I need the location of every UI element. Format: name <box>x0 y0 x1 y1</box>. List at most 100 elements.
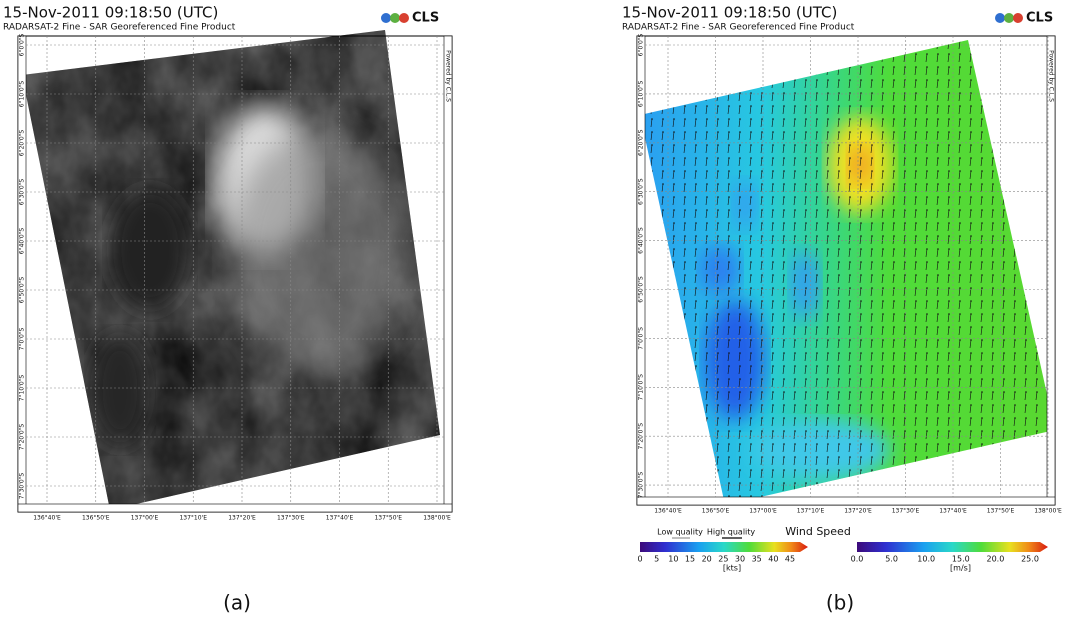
wind-arrow <box>738 339 741 349</box>
wind-arrow <box>925 365 928 375</box>
wind-arrow-head <box>805 365 807 367</box>
wind-arrow-head <box>1036 53 1038 55</box>
wind-arrow-head <box>827 40 829 42</box>
wind-arrow-head <box>1036 79 1038 81</box>
wind-arrow-head <box>992 53 994 55</box>
wind-arrow-head <box>673 261 675 263</box>
wind-arrow <box>892 144 895 154</box>
wind-arrow-head <box>1036 222 1038 224</box>
wind-arrow <box>991 313 994 323</box>
wind-arrow <box>815 144 818 154</box>
wind-arrow <box>804 105 807 115</box>
wind-arrow-head <box>695 287 697 289</box>
wind-arrow-head <box>684 391 686 393</box>
wind-arrow-head <box>662 92 664 94</box>
wind-arrow <box>881 456 884 466</box>
wind-arrow <box>881 469 884 479</box>
wind-arrow-head <box>761 404 763 406</box>
wind-arrow-head <box>937 404 939 406</box>
wind-arrow <box>969 105 972 115</box>
wind-arrow <box>991 40 994 50</box>
wind-arrow-head <box>673 274 675 276</box>
wind-arrow <box>815 456 818 466</box>
wind-arrow <box>980 404 983 414</box>
wind-arrow-head <box>684 456 686 458</box>
wind-arrow <box>958 53 961 63</box>
wind-arrow <box>826 404 829 414</box>
wind-arrow <box>848 313 851 323</box>
wind-arrow-head <box>992 430 994 432</box>
wind-arrow-head <box>772 456 774 458</box>
wind-arrow-head <box>948 430 950 432</box>
wind-arrow <box>870 417 873 427</box>
wind-arrow-head <box>750 287 752 289</box>
wind-arrow-head <box>706 92 708 94</box>
wind-arrow-head <box>662 235 664 237</box>
wind-arrow <box>672 443 675 453</box>
wind-arrow-head <box>805 92 807 94</box>
wind-arrow-head <box>706 365 708 367</box>
wind-arrow-head <box>651 170 653 172</box>
wind-arrow-head <box>915 352 917 354</box>
wind-arrow-head <box>673 248 675 250</box>
wind-arrow-head <box>970 131 972 133</box>
colorbar-tick: 0 <box>637 555 642 564</box>
wind-arrow-head <box>915 170 917 172</box>
wind-arrow <box>1002 235 1005 245</box>
wind-arrow <box>749 131 752 141</box>
wind-arrow <box>760 430 763 440</box>
wind-arrow <box>705 482 708 492</box>
wind-arrow <box>749 300 752 310</box>
wind-arrow <box>1035 40 1038 50</box>
wind-arrow-head <box>772 339 774 341</box>
wind-arrow-head <box>992 79 994 81</box>
wind-arrow-head <box>761 287 763 289</box>
wind-arrow <box>1024 300 1027 310</box>
wind-arrow-head <box>992 339 994 341</box>
wind-arrow <box>936 482 939 492</box>
wind-arrow-head <box>948 443 950 445</box>
wind-arrow <box>661 157 664 167</box>
wind-arrow-head <box>772 248 774 250</box>
wind-arrow <box>705 300 708 310</box>
wind-arrow <box>980 131 983 141</box>
wind-arrow-head <box>871 209 873 211</box>
wind-arrow <box>870 456 873 466</box>
wind-arrow <box>738 378 741 388</box>
wind-arrow <box>1013 326 1016 336</box>
wind-arrow-head <box>981 313 983 315</box>
wind-arrow-head <box>904 222 906 224</box>
wind-arrow <box>661 53 664 63</box>
wind-arrow <box>782 105 785 115</box>
wind-arrow <box>958 287 961 297</box>
wind-arrow <box>848 248 851 258</box>
wind-arrow-head <box>717 378 719 380</box>
wind-arrow <box>672 235 675 245</box>
wind-arrow <box>749 365 752 375</box>
wind-arrow <box>837 456 840 466</box>
wind-arrow-head <box>992 417 994 419</box>
wind-arrow <box>738 222 741 232</box>
wind-arrow-head <box>904 430 906 432</box>
wind-arrow-head <box>827 66 829 68</box>
wind-arrow-head <box>992 183 994 185</box>
wind-arrow-head <box>970 261 972 263</box>
wind-arrow <box>749 118 752 128</box>
wind-arrow <box>727 170 730 180</box>
wind-arrow <box>881 417 884 427</box>
wind-arrow <box>716 261 719 271</box>
wind-arrow-head <box>717 53 719 55</box>
wind-arrow-head <box>904 66 906 68</box>
wind-arrow-head <box>904 326 906 328</box>
wind-arrow <box>859 209 862 219</box>
wind-arrow-head <box>695 105 697 107</box>
wind-arrow-head <box>860 365 862 367</box>
wind-arrow-head <box>882 352 884 354</box>
wind-arrow <box>716 118 719 128</box>
wind-arrow <box>694 66 697 76</box>
wind-arrow-head <box>816 430 818 432</box>
wind-arrow <box>650 391 653 401</box>
wind-arrow-head <box>838 443 840 445</box>
wind-arrow <box>936 313 939 323</box>
wind-arrow-head <box>882 404 884 406</box>
